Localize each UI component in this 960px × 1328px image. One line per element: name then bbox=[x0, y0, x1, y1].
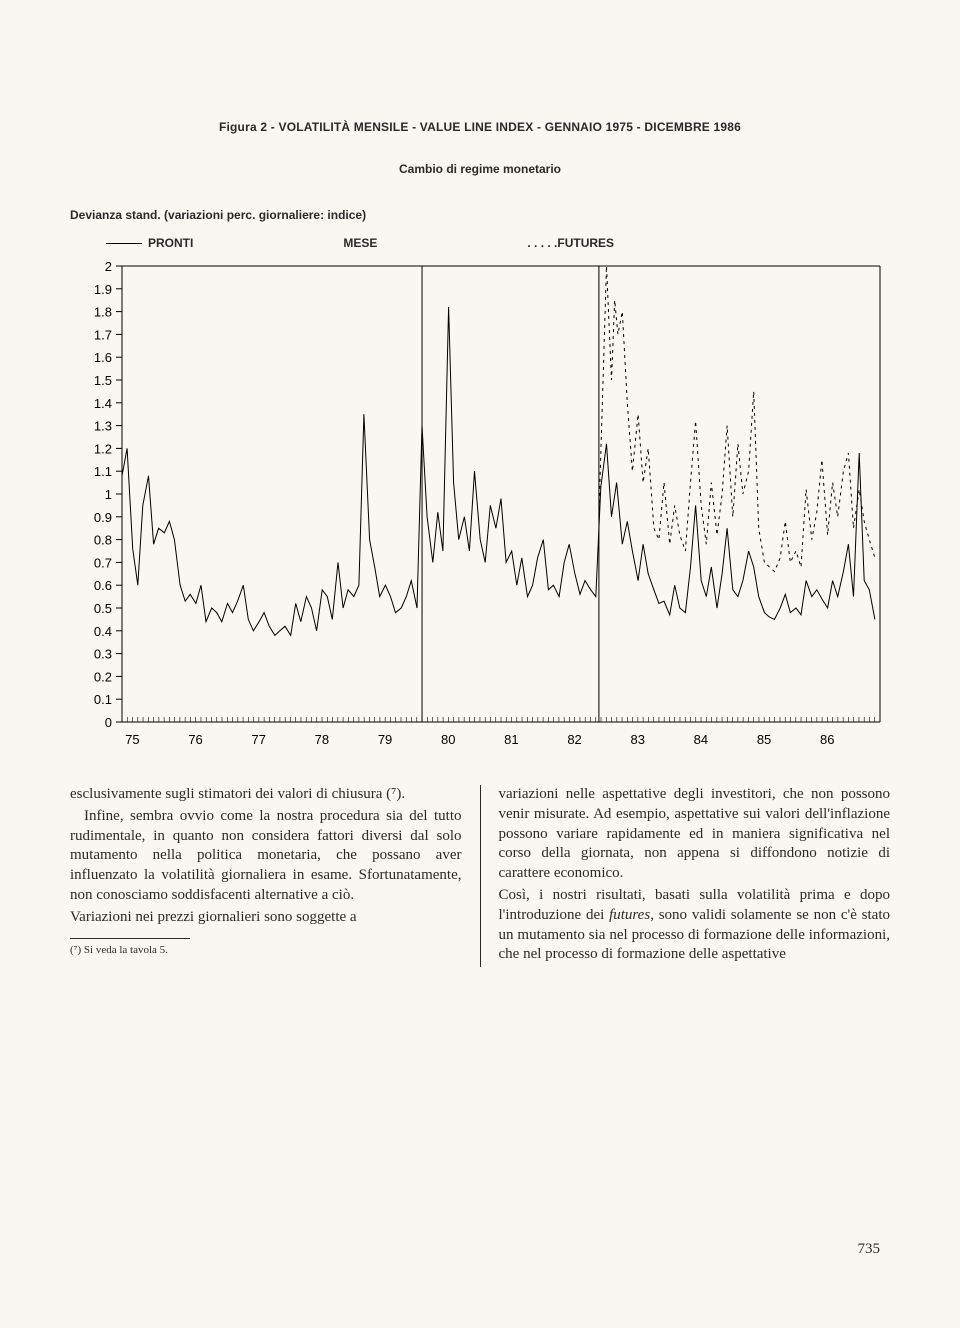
svg-text:79: 79 bbox=[378, 732, 392, 747]
footnote-rule bbox=[70, 938, 190, 939]
svg-text:75: 75 bbox=[125, 732, 139, 747]
right-p2: Così, i nostri risultati, basati sulla v… bbox=[499, 886, 891, 965]
column-divider bbox=[480, 785, 481, 967]
svg-text:1.3: 1.3 bbox=[94, 419, 112, 434]
svg-text:0.8: 0.8 bbox=[94, 533, 112, 548]
svg-text:85: 85 bbox=[757, 732, 771, 747]
figure-subtitle: Cambio di regime monetario bbox=[70, 162, 890, 176]
svg-text:1.7: 1.7 bbox=[94, 327, 112, 342]
body-text: esclusivamente sugli stimatori dei valor… bbox=[70, 785, 890, 967]
figure-title: Figura 2 - VOLATILITÀ MENSILE - VALUE LI… bbox=[70, 120, 890, 134]
svg-text:0.7: 0.7 bbox=[94, 555, 112, 570]
left-p1: esclusivamente sugli stimatori dei valor… bbox=[70, 785, 462, 805]
svg-text:1.8: 1.8 bbox=[94, 305, 112, 320]
svg-text:1.6: 1.6 bbox=[94, 350, 112, 365]
axis-caption: Devianza stand. (variazioni perc. giorna… bbox=[70, 208, 890, 222]
svg-text:0.1: 0.1 bbox=[94, 692, 112, 707]
left-p3: Variazioni nei prezzi giornalieri sono s… bbox=[70, 908, 462, 928]
svg-text:0.9: 0.9 bbox=[94, 510, 112, 525]
svg-text:0: 0 bbox=[105, 715, 112, 730]
svg-text:0.4: 0.4 bbox=[94, 624, 112, 639]
svg-text:86: 86 bbox=[820, 732, 834, 747]
page-number: 735 bbox=[858, 1241, 881, 1258]
page: Figura 2 - VOLATILITÀ MENSILE - VALUE LI… bbox=[0, 0, 960, 1328]
right-p1: variazioni nelle aspettative degli inves… bbox=[499, 785, 891, 884]
left-p2: Infine, sembra ovvio come la nostra proc… bbox=[70, 807, 462, 906]
volatility-chart: 0 0.1 0.2 0.3 0.4 0.5 0.6 0.7 0.8 0.9 1 1.1 1.2 1.3 1.… bbox=[70, 256, 890, 761]
legend-mese: MESE bbox=[343, 236, 377, 250]
svg-text:83: 83 bbox=[630, 732, 644, 747]
svg-text:76: 76 bbox=[188, 732, 202, 747]
svg-text:78: 78 bbox=[315, 732, 329, 747]
svg-text:81: 81 bbox=[504, 732, 518, 747]
svg-text:1.2: 1.2 bbox=[94, 441, 112, 456]
legend-futures: . . . . .FUTURES bbox=[527, 236, 614, 250]
svg-text:77: 77 bbox=[251, 732, 265, 747]
svg-text:80: 80 bbox=[441, 732, 455, 747]
svg-text:0.2: 0.2 bbox=[94, 669, 112, 684]
svg-text:82: 82 bbox=[567, 732, 581, 747]
footnote: (⁷) Si veda la tavola 5. bbox=[70, 943, 462, 958]
legend-pronti: PRONTI bbox=[106, 236, 193, 250]
svg-text:1.1: 1.1 bbox=[94, 464, 112, 479]
svg-text:1.4: 1.4 bbox=[94, 396, 112, 411]
svg-text:0.6: 0.6 bbox=[94, 578, 112, 593]
svg-text:2: 2 bbox=[105, 259, 112, 274]
svg-text:0.5: 0.5 bbox=[94, 601, 112, 616]
svg-text:1: 1 bbox=[105, 487, 112, 502]
left-column: esclusivamente sugli stimatori dei valor… bbox=[70, 785, 462, 967]
svg-text:0.3: 0.3 bbox=[94, 647, 112, 662]
svg-text:1.5: 1.5 bbox=[94, 373, 112, 388]
right-column: variazioni nelle aspettative degli inves… bbox=[499, 785, 891, 967]
svg-text:84: 84 bbox=[694, 732, 708, 747]
svg-text:1.9: 1.9 bbox=[94, 282, 112, 297]
chart-legend: PRONTI MESE . . . . .FUTURES bbox=[70, 236, 890, 250]
